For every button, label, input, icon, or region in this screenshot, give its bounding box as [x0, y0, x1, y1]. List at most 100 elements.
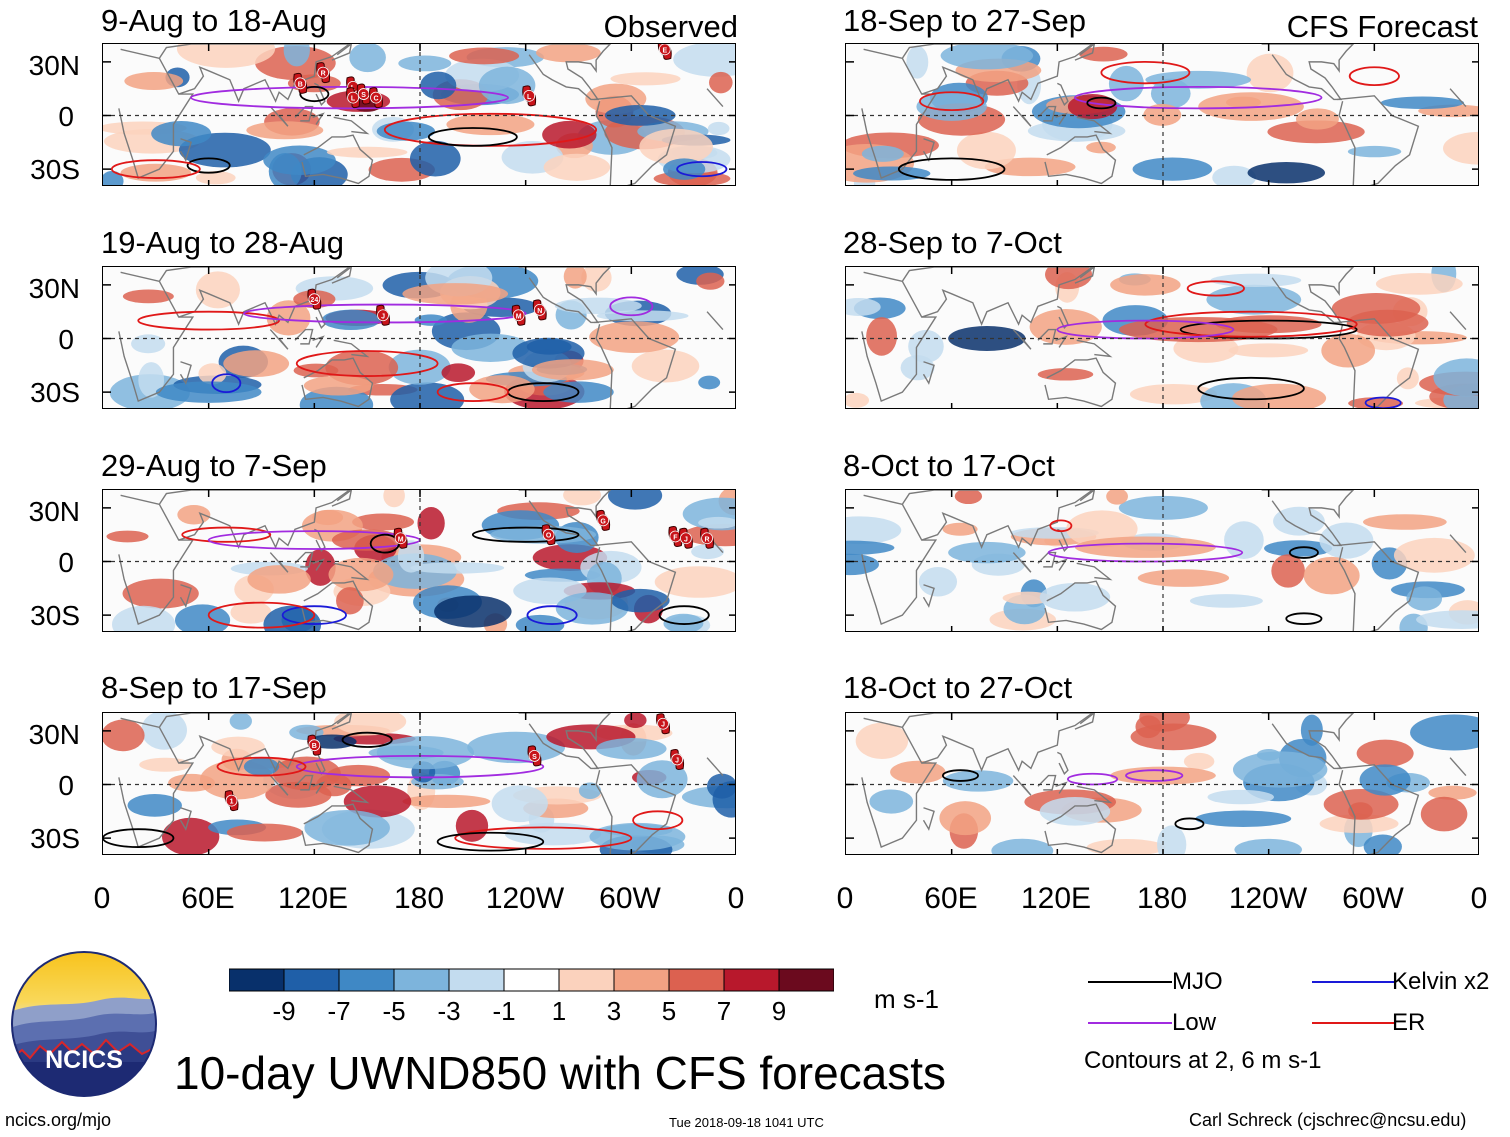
anomaly-blob — [420, 71, 457, 100]
anomaly-blob — [469, 375, 535, 404]
anomaly-blob — [1319, 814, 1399, 834]
coastline — [118, 494, 195, 626]
contour-line — [1086, 96, 1117, 110]
map-svg: 24 J M N — [103, 267, 735, 408]
coastline — [1012, 775, 1032, 796]
storm-eye-icon — [528, 750, 541, 762]
legend-label-mjo: MJO — [1172, 968, 1223, 995]
anomaly-blob — [417, 506, 445, 540]
storm-label: J — [684, 536, 688, 543]
anomaly-blob — [846, 297, 881, 316]
anomaly-blob — [247, 565, 311, 594]
storm-eye-icon — [658, 44, 671, 56]
storm-label: M — [516, 313, 522, 320]
coastline — [331, 490, 353, 507]
storm-marker-icon: N — [532, 299, 547, 321]
anomaly-blob — [195, 171, 236, 185]
contour-line — [1066, 772, 1119, 786]
contour-line — [137, 310, 281, 331]
lon-label: 60W — [1342, 882, 1404, 915]
anomaly-blob — [162, 817, 220, 854]
anomaly-blob — [434, 595, 512, 628]
lon-label: 120E — [277, 882, 349, 915]
contour-line — [181, 526, 272, 543]
storm-marker-icon: E — [657, 44, 672, 60]
anomaly-blob — [1267, 120, 1365, 144]
coastlines — [861, 44, 1467, 185]
forecast-map-4 — [845, 712, 1479, 855]
coastline — [179, 584, 192, 608]
anomaly-blob — [368, 745, 444, 760]
anomaly-blob — [631, 349, 700, 383]
anomaly-blob — [918, 567, 958, 597]
colorbar-swatch — [723, 968, 780, 992]
anomaly-blob — [303, 375, 374, 396]
coastline — [118, 48, 195, 180]
anomaly-blob — [388, 349, 451, 385]
anomaly-field — [103, 267, 735, 408]
storm-eye-icon — [225, 794, 238, 807]
observed-panel-3-title: 29-Aug to 7-Sep — [101, 448, 327, 483]
forecast-label: CFS Forecast — [1286, 9, 1478, 44]
coastlines — [861, 267, 1467, 408]
coastline — [1261, 267, 1355, 324]
anomaly-blob — [1228, 343, 1309, 358]
forecast-map-3 — [845, 489, 1479, 632]
contour-line — [1186, 280, 1245, 297]
lon-label: 60E — [181, 882, 235, 915]
colorbar-swatch — [448, 968, 505, 992]
anomaly-blob — [1375, 273, 1463, 295]
anomaly-blob — [526, 338, 572, 355]
coastline — [179, 138, 192, 162]
coastline — [269, 106, 289, 127]
coastline — [1012, 552, 1032, 573]
coastline — [861, 271, 938, 403]
anomaly-blob — [578, 782, 602, 799]
anomaly-field — [103, 713, 735, 854]
coastline — [1012, 329, 1032, 350]
anomaly-blob — [954, 490, 983, 505]
anomaly-blob — [106, 530, 149, 543]
coastline — [158, 713, 351, 773]
contour-line — [427, 127, 518, 147]
coastline — [312, 335, 325, 348]
coastline — [901, 490, 1094, 550]
anomaly-blob — [1143, 103, 1182, 126]
contour-line — [281, 605, 347, 625]
anomaly-blob — [441, 363, 476, 383]
forecast-panel-1-title: 18-Sep to 27-Sep — [843, 3, 1087, 38]
anomaly-blob — [409, 140, 461, 177]
storm-marker-icon: C — [369, 87, 383, 109]
anomaly-field — [846, 267, 1478, 408]
observed-panel-4-title: 8-Sep to 17-Sep — [101, 670, 327, 705]
anomaly-blob — [846, 516, 902, 545]
storm-marker-icon: J — [670, 748, 685, 770]
storm-marker-icon: R — [316, 62, 331, 84]
contour-note: Contours at 2, 6 m s-1 — [1084, 1047, 1322, 1074]
anomaly-field — [103, 490, 735, 631]
logo-emblem-icon: NCICS — [11, 951, 157, 1097]
anomaly-blob — [1137, 569, 1230, 587]
anomaly-blob — [869, 789, 914, 814]
anomaly-blob — [451, 333, 530, 362]
anomaly-blob — [1246, 53, 1294, 93]
anomaly-blob — [866, 317, 898, 356]
coastline — [1037, 551, 1057, 568]
anomaly-blob — [1074, 536, 1216, 558]
storm-label: C — [373, 96, 378, 103]
coastlines — [118, 713, 724, 854]
anomaly-blob — [1416, 610, 1478, 629]
storm-eye-icon — [542, 528, 555, 541]
coastline — [518, 490, 612, 547]
coastline — [179, 361, 192, 385]
storm-label: R — [321, 71, 326, 78]
observed-panel-1-title: 9-Aug to 18-Aug — [101, 3, 327, 38]
anomaly-blob — [956, 131, 1016, 170]
anomaly-blob — [1224, 521, 1264, 559]
coastline — [1055, 335, 1068, 348]
coastline — [269, 552, 289, 573]
legend-label-er: ER — [1392, 1009, 1426, 1036]
anomaly-blob — [1189, 594, 1263, 608]
coastline — [922, 361, 935, 385]
footer-url[interactable]: ncics.org/mjo — [5, 1110, 112, 1130]
